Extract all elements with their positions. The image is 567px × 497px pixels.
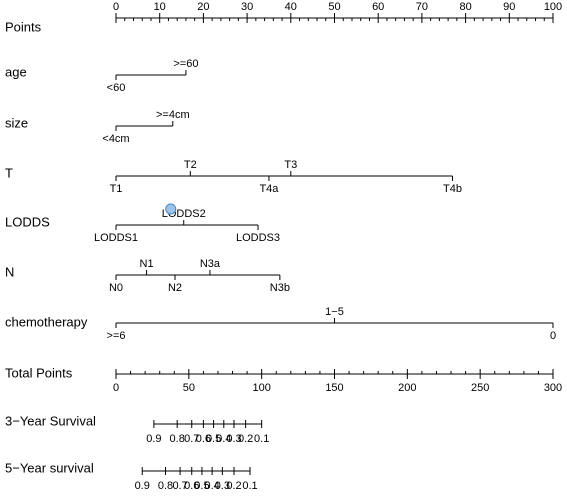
surv3-tick-label: 0.1 xyxy=(254,433,269,445)
row-label-points: Points xyxy=(5,19,42,34)
surv5-tick-label: 0.5 xyxy=(194,480,209,492)
surv3-tick-label: 0.4 xyxy=(216,433,231,445)
chemotherapy-category-label: 1−5 xyxy=(325,306,344,318)
points-tick-label: 0 xyxy=(113,1,119,13)
n-category-label: N3b xyxy=(270,282,290,294)
total_points-tick-label: 100 xyxy=(252,382,270,394)
lodds2-highlight-marker xyxy=(165,203,177,215)
surv5-tick-label: 0.9 xyxy=(135,480,150,492)
size-category-label: <4cm xyxy=(102,133,129,145)
t-category-label: T4a xyxy=(259,183,279,195)
points-tick-label: 70 xyxy=(416,1,428,13)
total_points-tick-label: 50 xyxy=(183,382,195,394)
row-label-chemotherapy: chemotherapy xyxy=(5,314,88,329)
age-category-label: >=60 xyxy=(173,58,198,70)
surv3-tick-label: 0.3 xyxy=(226,433,241,445)
n-category-label: N3a xyxy=(200,258,221,270)
size-category-label: >=4cm xyxy=(156,109,190,121)
n-category-label: N2 xyxy=(168,282,182,294)
total_points-tick-label: 200 xyxy=(398,382,416,394)
surv3-tick-label: 0.5 xyxy=(206,433,221,445)
row-label-surv5: 5−Year survival xyxy=(5,460,94,475)
lodds-category-label: LODDS1 xyxy=(94,232,138,244)
row-label-surv3: 3−Year Survival xyxy=(5,413,96,428)
surv3-tick-label: 0.6 xyxy=(196,433,211,445)
t-category-label: T2 xyxy=(184,159,197,171)
surv3-tick-label: 0.9 xyxy=(146,433,161,445)
t-category-label: T3 xyxy=(284,159,297,171)
points-tick-label: 90 xyxy=(503,1,515,13)
points-tick-label: 10 xyxy=(154,1,166,13)
total_points-tick-label: 150 xyxy=(325,382,343,394)
points-tick-label: 30 xyxy=(241,1,253,13)
surv5-tick-label: 0.2 xyxy=(226,480,241,492)
row-label-total_points: Total Points xyxy=(5,365,73,380)
surv5-tick-label: 0.3 xyxy=(215,480,230,492)
surv5-tick-label: 0.1 xyxy=(242,480,257,492)
t-category-label: T1 xyxy=(110,183,123,195)
points-tick-label: 60 xyxy=(372,1,384,13)
surv3-tick-label: 0.2 xyxy=(238,433,253,445)
age-category-label: <60 xyxy=(107,82,126,94)
t-category-label: T4b xyxy=(443,183,462,195)
n-category-label: N0 xyxy=(109,282,123,294)
surv5-tick-label: 0.4 xyxy=(204,480,219,492)
surv5-tick-label: 0.8 xyxy=(158,480,173,492)
surv3-tick-label: 0.8 xyxy=(170,433,185,445)
points-tick-label: 100 xyxy=(544,1,562,13)
lodds-category-label: LODDS3 xyxy=(236,232,280,244)
surv5-tick-label: 0.6 xyxy=(184,480,199,492)
points-tick-label: 80 xyxy=(459,1,471,13)
total_points-tick-label: 250 xyxy=(471,382,489,394)
chemotherapy-category-label: 0 xyxy=(550,330,556,342)
row-label-age: age xyxy=(5,64,27,79)
row-label-size: size xyxy=(5,115,28,130)
total_points-tick-label: 300 xyxy=(544,382,562,394)
row-label-n: N xyxy=(5,264,14,279)
row-label-lodds: LODDS xyxy=(5,214,50,229)
surv5-tick-label: 0.7 xyxy=(172,480,187,492)
n-category-label: N1 xyxy=(140,258,154,270)
points-tick-label: 20 xyxy=(197,1,209,13)
row-label-t: T xyxy=(5,165,13,180)
points-tick-label: 40 xyxy=(285,1,297,13)
points-tick-label: 50 xyxy=(328,1,340,13)
chemotherapy-category-label: >=6 xyxy=(107,330,126,342)
surv3-tick-label: 0.7 xyxy=(184,433,199,445)
total_points-tick-label: 0 xyxy=(113,382,119,394)
